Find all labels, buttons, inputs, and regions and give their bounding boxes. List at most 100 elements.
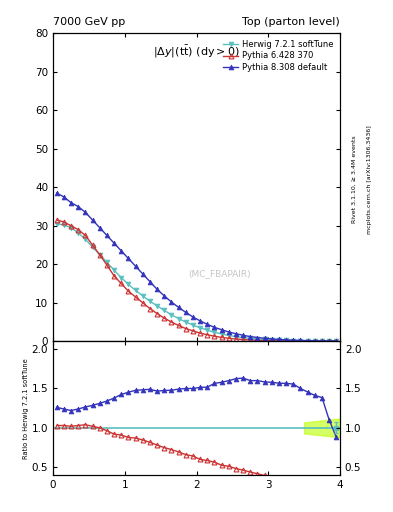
Pythia 6.428 370 — [76, 226, 81, 232]
Pythia 8.308 default — [291, 337, 296, 343]
Pythia 8.308 default — [54, 190, 59, 196]
Pythia 6.428 370 — [212, 333, 217, 339]
Pythia 8.308 default — [97, 225, 102, 231]
Herwig 7.2.1 softTune — [212, 329, 217, 335]
Herwig 7.2.1 softTune — [105, 259, 109, 265]
Herwig 7.2.1 softTune — [233, 333, 238, 339]
Herwig 7.2.1 softTune — [198, 325, 202, 331]
Pythia 6.428 370 — [147, 306, 152, 312]
Herwig 7.2.1 softTune — [312, 338, 317, 344]
Herwig 7.2.1 softTune — [205, 327, 209, 333]
Pythia 6.428 370 — [133, 294, 138, 300]
Pythia 6.428 370 — [97, 251, 102, 258]
Line: Herwig 7.2.1 softTune: Herwig 7.2.1 softTune — [54, 221, 339, 344]
Pythia 8.308 default — [219, 327, 224, 333]
Herwig 7.2.1 softTune — [277, 337, 281, 343]
Herwig 7.2.1 softTune — [83, 236, 88, 242]
Herwig 7.2.1 softTune — [226, 332, 231, 338]
Herwig 7.2.1 softTune — [76, 229, 81, 236]
Pythia 8.308 default — [334, 338, 339, 344]
Text: Top (parton level): Top (parton level) — [242, 16, 340, 27]
Pythia 8.308 default — [112, 240, 116, 246]
Pythia 8.308 default — [255, 334, 260, 340]
Pythia 8.308 default — [248, 333, 253, 339]
Pythia 8.308 default — [76, 203, 81, 209]
Pythia 6.428 370 — [112, 273, 116, 279]
Pythia 6.428 370 — [233, 336, 238, 342]
Pythia 6.428 370 — [140, 300, 145, 306]
Pythia 8.308 default — [320, 338, 324, 344]
Pythia 8.308 default — [162, 293, 167, 299]
Text: (MC_FBAPAIR): (MC_FBAPAIR) — [188, 269, 251, 278]
Pythia 8.308 default — [233, 331, 238, 337]
Pythia 8.308 default — [69, 200, 73, 206]
Herwig 7.2.1 softTune — [169, 312, 174, 318]
Pythia 8.308 default — [198, 318, 202, 324]
Pythia 6.428 370 — [126, 288, 131, 294]
Legend: Herwig 7.2.1 softTune, Pythia 6.428 370, Pythia 8.308 default: Herwig 7.2.1 softTune, Pythia 6.428 370,… — [220, 37, 337, 75]
Pythia 6.428 370 — [169, 319, 174, 325]
Pythia 8.308 default — [133, 263, 138, 269]
Pythia 8.308 default — [262, 335, 267, 342]
Pythia 6.428 370 — [83, 232, 88, 239]
Herwig 7.2.1 softTune — [184, 319, 188, 325]
Pythia 8.308 default — [277, 336, 281, 343]
Herwig 7.2.1 softTune — [284, 337, 288, 344]
Herwig 7.2.1 softTune — [191, 322, 195, 328]
Pythia 8.308 default — [205, 321, 209, 327]
Pythia 8.308 default — [270, 336, 274, 342]
Herwig 7.2.1 softTune — [320, 338, 324, 344]
Pythia 8.308 default — [327, 338, 332, 344]
Herwig 7.2.1 softTune — [61, 222, 66, 228]
Herwig 7.2.1 softTune — [219, 331, 224, 337]
Herwig 7.2.1 softTune — [291, 337, 296, 344]
Text: $|\Delta y|(\mathrm{t\bar{t}})\ (\mathrm{dy} > 0)$: $|\Delta y|(\mathrm{t\bar{t}})\ (\mathrm… — [153, 44, 240, 60]
Pythia 6.428 370 — [54, 217, 59, 223]
Herwig 7.2.1 softTune — [270, 337, 274, 343]
Pythia 8.308 default — [226, 329, 231, 335]
Pythia 8.308 default — [284, 337, 288, 343]
Pythia 6.428 370 — [291, 338, 296, 344]
Pythia 8.308 default — [191, 314, 195, 320]
Pythia 8.308 default — [169, 299, 174, 305]
Pythia 6.428 370 — [334, 338, 339, 344]
Pythia 8.308 default — [155, 286, 160, 292]
Herwig 7.2.1 softTune — [97, 251, 102, 258]
Herwig 7.2.1 softTune — [126, 281, 131, 287]
Pythia 8.308 default — [105, 232, 109, 239]
Pythia 6.428 370 — [155, 310, 160, 316]
Herwig 7.2.1 softTune — [176, 315, 181, 322]
Pythia 8.308 default — [83, 209, 88, 216]
Herwig 7.2.1 softTune — [155, 303, 160, 309]
Pythia 6.428 370 — [305, 338, 310, 344]
Pythia 8.308 default — [61, 194, 66, 200]
Pythia 6.428 370 — [105, 262, 109, 268]
Text: 7000 GeV pp: 7000 GeV pp — [53, 16, 125, 27]
Pythia 6.428 370 — [277, 338, 281, 344]
Text: mcplots.cern.ch [arXiv:1306.3436]: mcplots.cern.ch [arXiv:1306.3436] — [367, 125, 373, 233]
Pythia 6.428 370 — [198, 330, 202, 336]
Herwig 7.2.1 softTune — [147, 298, 152, 304]
Herwig 7.2.1 softTune — [69, 225, 73, 231]
Herwig 7.2.1 softTune — [248, 335, 253, 342]
Pythia 6.428 370 — [119, 281, 123, 287]
Y-axis label: Ratio to Herwig 7.2.1 softTune: Ratio to Herwig 7.2.1 softTune — [23, 358, 29, 459]
Pythia 6.428 370 — [69, 223, 73, 229]
Herwig 7.2.1 softTune — [255, 336, 260, 342]
Herwig 7.2.1 softTune — [162, 307, 167, 313]
Pythia 6.428 370 — [255, 337, 260, 344]
Pythia 8.308 default — [305, 337, 310, 344]
Pythia 6.428 370 — [219, 334, 224, 340]
Pythia 8.308 default — [212, 324, 217, 330]
Pythia 6.428 370 — [226, 335, 231, 342]
Pythia 6.428 370 — [184, 326, 188, 332]
Pythia 6.428 370 — [205, 332, 209, 338]
Pythia 8.308 default — [241, 332, 246, 338]
Pythia 8.308 default — [184, 309, 188, 315]
Pythia 6.428 370 — [312, 338, 317, 344]
Line: Pythia 8.308 default: Pythia 8.308 default — [54, 190, 339, 344]
Herwig 7.2.1 softTune — [90, 244, 95, 250]
Pythia 8.308 default — [298, 337, 303, 344]
Text: Rivet 3.1.10, ≥ 3.4M events: Rivet 3.1.10, ≥ 3.4M events — [352, 135, 357, 223]
Herwig 7.2.1 softTune — [298, 337, 303, 344]
